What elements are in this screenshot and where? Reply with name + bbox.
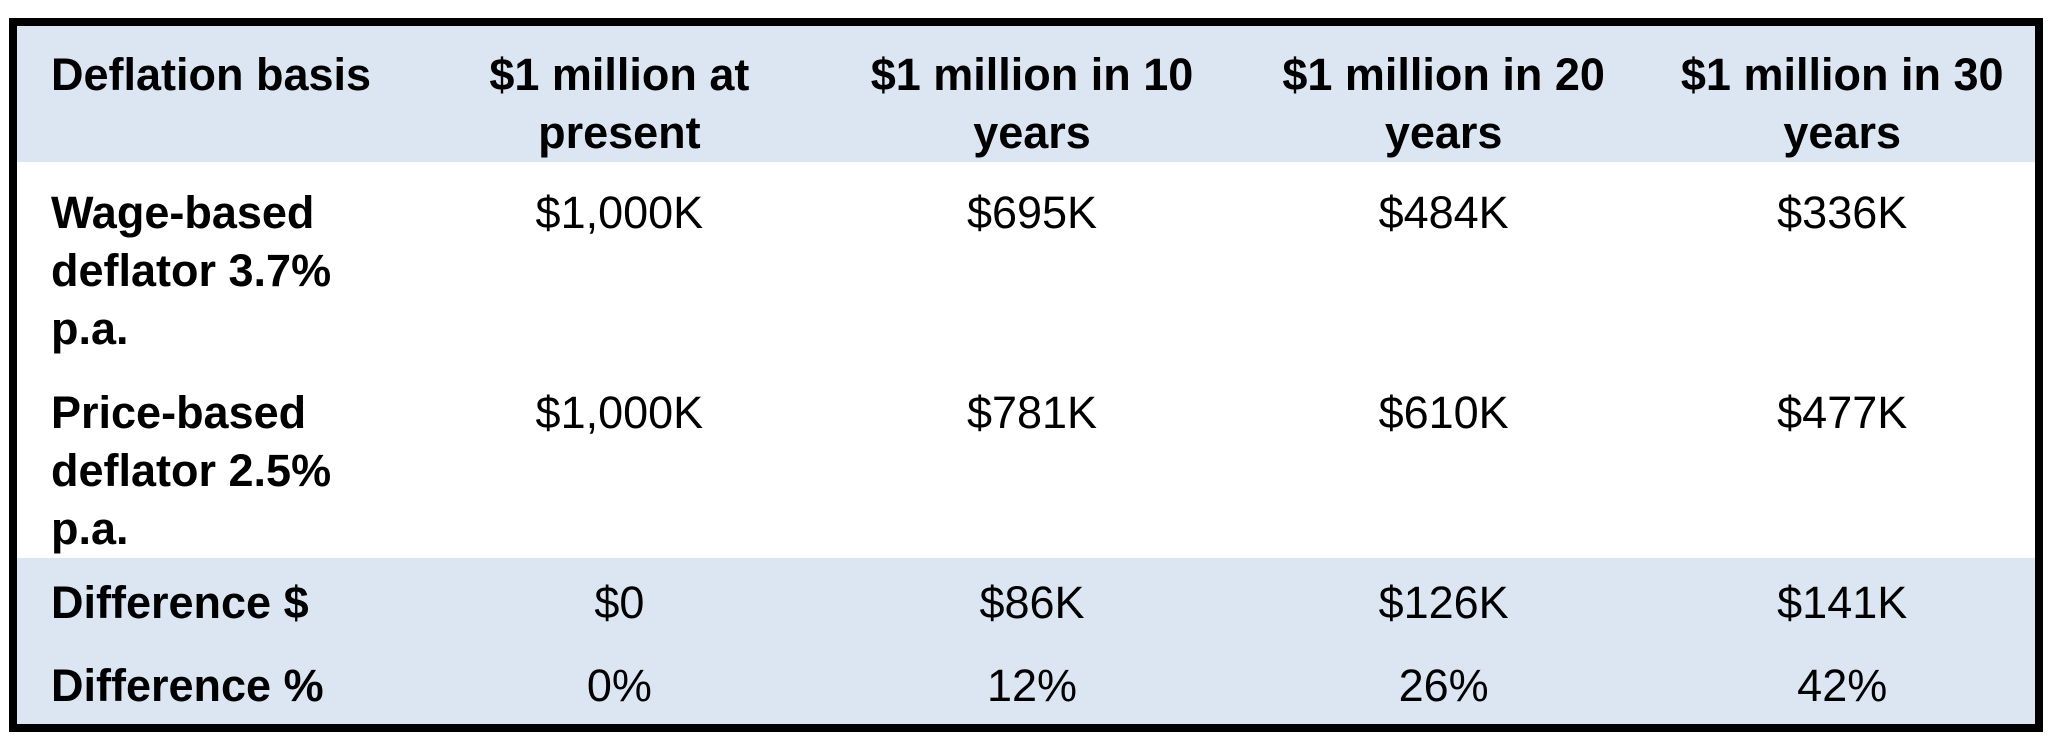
value-cell: $477K [1649, 362, 2039, 558]
row-wage-based-deflator: Wage-based deflator 3.7% p.a. $1,000K $6… [13, 162, 2039, 362]
header-line: present [538, 107, 701, 158]
row-label: Difference % [51, 660, 324, 711]
row-label: Price-based deflator 2.5% p.a. [51, 387, 332, 554]
value-cell: $86K [826, 558, 1238, 648]
row-label-cell: Price-based deflator 2.5% p.a. [13, 362, 413, 558]
header-line: $1 million in 30 [1680, 49, 2004, 100]
value-cell: $0 [412, 558, 827, 648]
value-cell: $1,000K [412, 362, 827, 558]
header-line: $1 million in 10 [870, 49, 1194, 100]
value-cell: 0% [412, 648, 827, 728]
row-label-cell: Difference % [13, 648, 413, 728]
value-cell: $695K [826, 162, 1238, 362]
row-label-cell: Difference $ [13, 558, 413, 648]
header-cell-1m-in-10-years: $1 million in 10 years [826, 22, 1238, 162]
header-cell-1m-in-30-years: $1 million in 30 years [1649, 22, 2039, 162]
header-line: $1 million at [489, 49, 750, 100]
table-header-row: Deflation basis $1 million at present $1… [13, 22, 2039, 162]
value-cell: $484K [1237, 162, 1650, 362]
header-line: Deflation basis [51, 49, 372, 100]
row-label: Difference $ [51, 577, 309, 628]
value-cell: $781K [826, 362, 1238, 558]
header-line: years [1384, 107, 1503, 158]
value-cell: 42% [1649, 648, 2039, 728]
row-label-cell: Wage-based deflator 3.7% p.a. [13, 162, 413, 362]
header-line: $1 million in 20 [1282, 49, 1605, 100]
header-cell-deflation-basis: Deflation basis [13, 22, 413, 162]
row-label: Wage-based deflator 3.7% p.a. [51, 187, 332, 354]
deflation-comparison-table: Deflation basis $1 million at present $1… [9, 18, 2043, 732]
value-cell: 26% [1237, 648, 1650, 728]
row-difference-dollars: Difference $ $0 $86K $126K $141K [13, 558, 2039, 648]
value-cell: $1,000K [412, 162, 827, 362]
value-cell: $336K [1649, 162, 2039, 362]
value-cell: $126K [1237, 558, 1650, 648]
value-cell: 12% [826, 648, 1238, 728]
value-cell: $610K [1237, 362, 1650, 558]
row-difference-percent: Difference % 0% 12% 26% 42% [13, 648, 2039, 728]
header-line: years [1783, 107, 1902, 158]
row-price-based-deflator: Price-based deflator 2.5% p.a. $1,000K $… [13, 362, 2039, 558]
value-cell: $141K [1649, 558, 2039, 648]
header-cell-1m-at-present: $1 million at present [412, 22, 827, 162]
header-line: years [973, 107, 1091, 158]
header-cell-1m-in-20-years: $1 million in 20 years [1237, 22, 1650, 162]
